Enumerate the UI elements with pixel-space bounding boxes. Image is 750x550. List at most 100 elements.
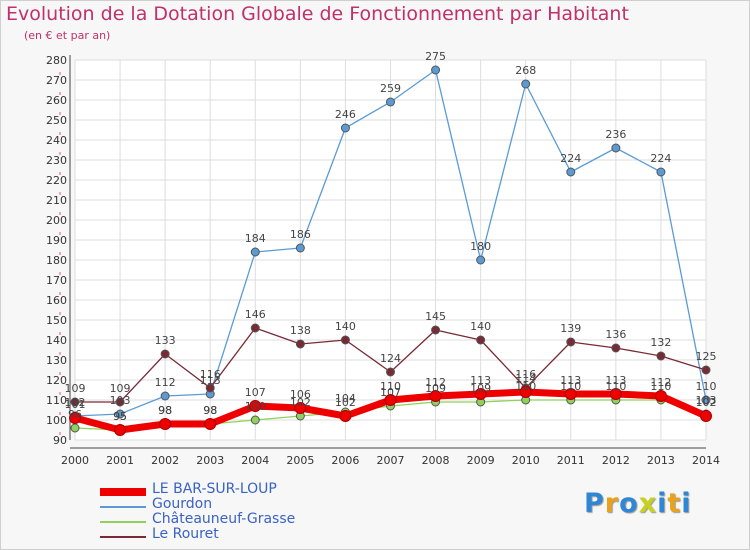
data-label: 110 xyxy=(605,380,626,393)
line-chart: 9010011012013014015016017018019020021022… xyxy=(46,50,720,467)
y-tick-label: 250 xyxy=(46,114,67,127)
data-label: 112 xyxy=(425,376,446,389)
data-point xyxy=(701,395,711,405)
data-point xyxy=(656,167,666,177)
data-label: 113 xyxy=(605,374,626,387)
data-label: 96 xyxy=(68,408,82,421)
legend: LE BAR-SUR-LOUP Gourdon Châteauneuf-Grasse… xyxy=(100,481,360,544)
data-point xyxy=(700,410,712,422)
data-point xyxy=(250,247,260,257)
y-tick-label: 190 xyxy=(46,234,67,247)
y-tick-label: 170 xyxy=(46,274,67,287)
data-point xyxy=(205,383,215,393)
y-tick-label: 230 xyxy=(46,154,67,167)
data-label: 224 xyxy=(650,152,671,165)
data-label: 186 xyxy=(290,228,311,241)
y-tick-label: 130 xyxy=(46,354,67,367)
data-point xyxy=(611,143,621,153)
legend-swatch xyxy=(100,506,146,508)
x-tick-label: 2009 xyxy=(467,454,495,467)
data-label: 112 xyxy=(155,376,176,389)
data-label: 109 xyxy=(65,382,86,395)
data-point xyxy=(159,418,172,430)
legend-swatch xyxy=(100,536,146,538)
data-label: 146 xyxy=(245,308,266,321)
data-label: 102 xyxy=(335,396,356,409)
y-tick-label: 210 xyxy=(46,194,67,207)
data-label: 109 xyxy=(110,382,131,395)
y-tick-label: 90 xyxy=(53,434,67,447)
data-label: 116 xyxy=(200,368,221,381)
y-tick-label: 260 xyxy=(46,94,67,107)
y-tick-label: 240 xyxy=(46,134,67,147)
x-tick-label: 2003 xyxy=(196,454,224,467)
y-tick-label: 180 xyxy=(46,254,67,267)
data-label: 109 xyxy=(470,382,491,395)
data-point xyxy=(386,367,395,377)
data-point xyxy=(160,391,170,401)
chart-subtitle: (en € et par an) xyxy=(24,29,111,42)
data-label: 125 xyxy=(696,350,717,363)
data-label: 95 xyxy=(113,410,127,423)
data-point xyxy=(519,386,532,398)
data-point xyxy=(386,97,395,107)
data-point xyxy=(204,418,217,430)
data-label: 106 xyxy=(290,388,311,401)
x-tick-label: 2011 xyxy=(557,454,585,467)
data-label: 236 xyxy=(605,128,626,141)
data-label: 140 xyxy=(335,320,356,333)
data-label: 145 xyxy=(425,310,446,323)
data-label: 101 xyxy=(65,398,86,411)
data-label: 110 xyxy=(515,380,536,393)
data-point xyxy=(160,349,170,359)
data-label: 98 xyxy=(158,404,172,417)
data-label: 102 xyxy=(696,396,717,409)
data-label: 259 xyxy=(380,82,401,95)
y-tick-label: 100 xyxy=(46,414,67,427)
x-tick-label: 2006 xyxy=(331,454,359,467)
series-Gourdon xyxy=(70,65,711,421)
series-LE BAR-SUR-LOUP xyxy=(69,386,712,436)
grid-lines xyxy=(74,59,707,441)
data-label: 110 xyxy=(560,380,581,393)
data-point xyxy=(429,390,442,402)
data-point xyxy=(114,424,127,436)
x-tick-label: 2002 xyxy=(151,454,179,467)
data-label: 109 xyxy=(425,382,446,395)
data-point xyxy=(250,323,260,333)
x-tick-label: 2007 xyxy=(377,454,405,467)
legend-item: Châteauneuf-Grasse xyxy=(100,511,360,529)
data-label: 114 xyxy=(515,372,536,385)
data-point xyxy=(609,388,622,400)
legend-label: Le Rouret xyxy=(152,526,219,542)
data-point xyxy=(474,388,487,400)
data-point xyxy=(115,409,125,419)
legend-label: Châteauneuf-Grasse xyxy=(152,511,296,527)
data-label: 139 xyxy=(560,322,581,335)
y-tick-label: 220 xyxy=(46,174,67,187)
data-label: 116 xyxy=(515,368,536,381)
legend-swatch xyxy=(100,521,146,523)
data-point xyxy=(384,394,397,406)
data-label: 140 xyxy=(470,320,491,333)
data-point xyxy=(250,415,260,425)
data-label: 113 xyxy=(200,374,221,387)
y-tick-label: 120 xyxy=(46,374,67,387)
data-label: 112 xyxy=(650,376,671,389)
legend-item: Gourdon xyxy=(100,496,360,514)
data-label: 224 xyxy=(560,152,581,165)
x-tick-label: 2013 xyxy=(647,454,675,467)
data-point xyxy=(656,351,666,361)
data-label: 103 xyxy=(696,394,717,407)
proxiti-logo: Proxiti xyxy=(584,488,692,519)
data-point xyxy=(521,79,531,89)
data-label: 246 xyxy=(335,108,356,121)
data-point xyxy=(564,388,577,400)
data-label: 102 xyxy=(290,396,311,409)
legend-item: Le Rouret xyxy=(100,526,360,544)
data-label: 103 xyxy=(110,394,131,407)
data-point xyxy=(295,243,305,253)
series-Le Rouret xyxy=(70,323,711,407)
axes: 9010011012013014015016017018019020021022… xyxy=(46,54,720,467)
